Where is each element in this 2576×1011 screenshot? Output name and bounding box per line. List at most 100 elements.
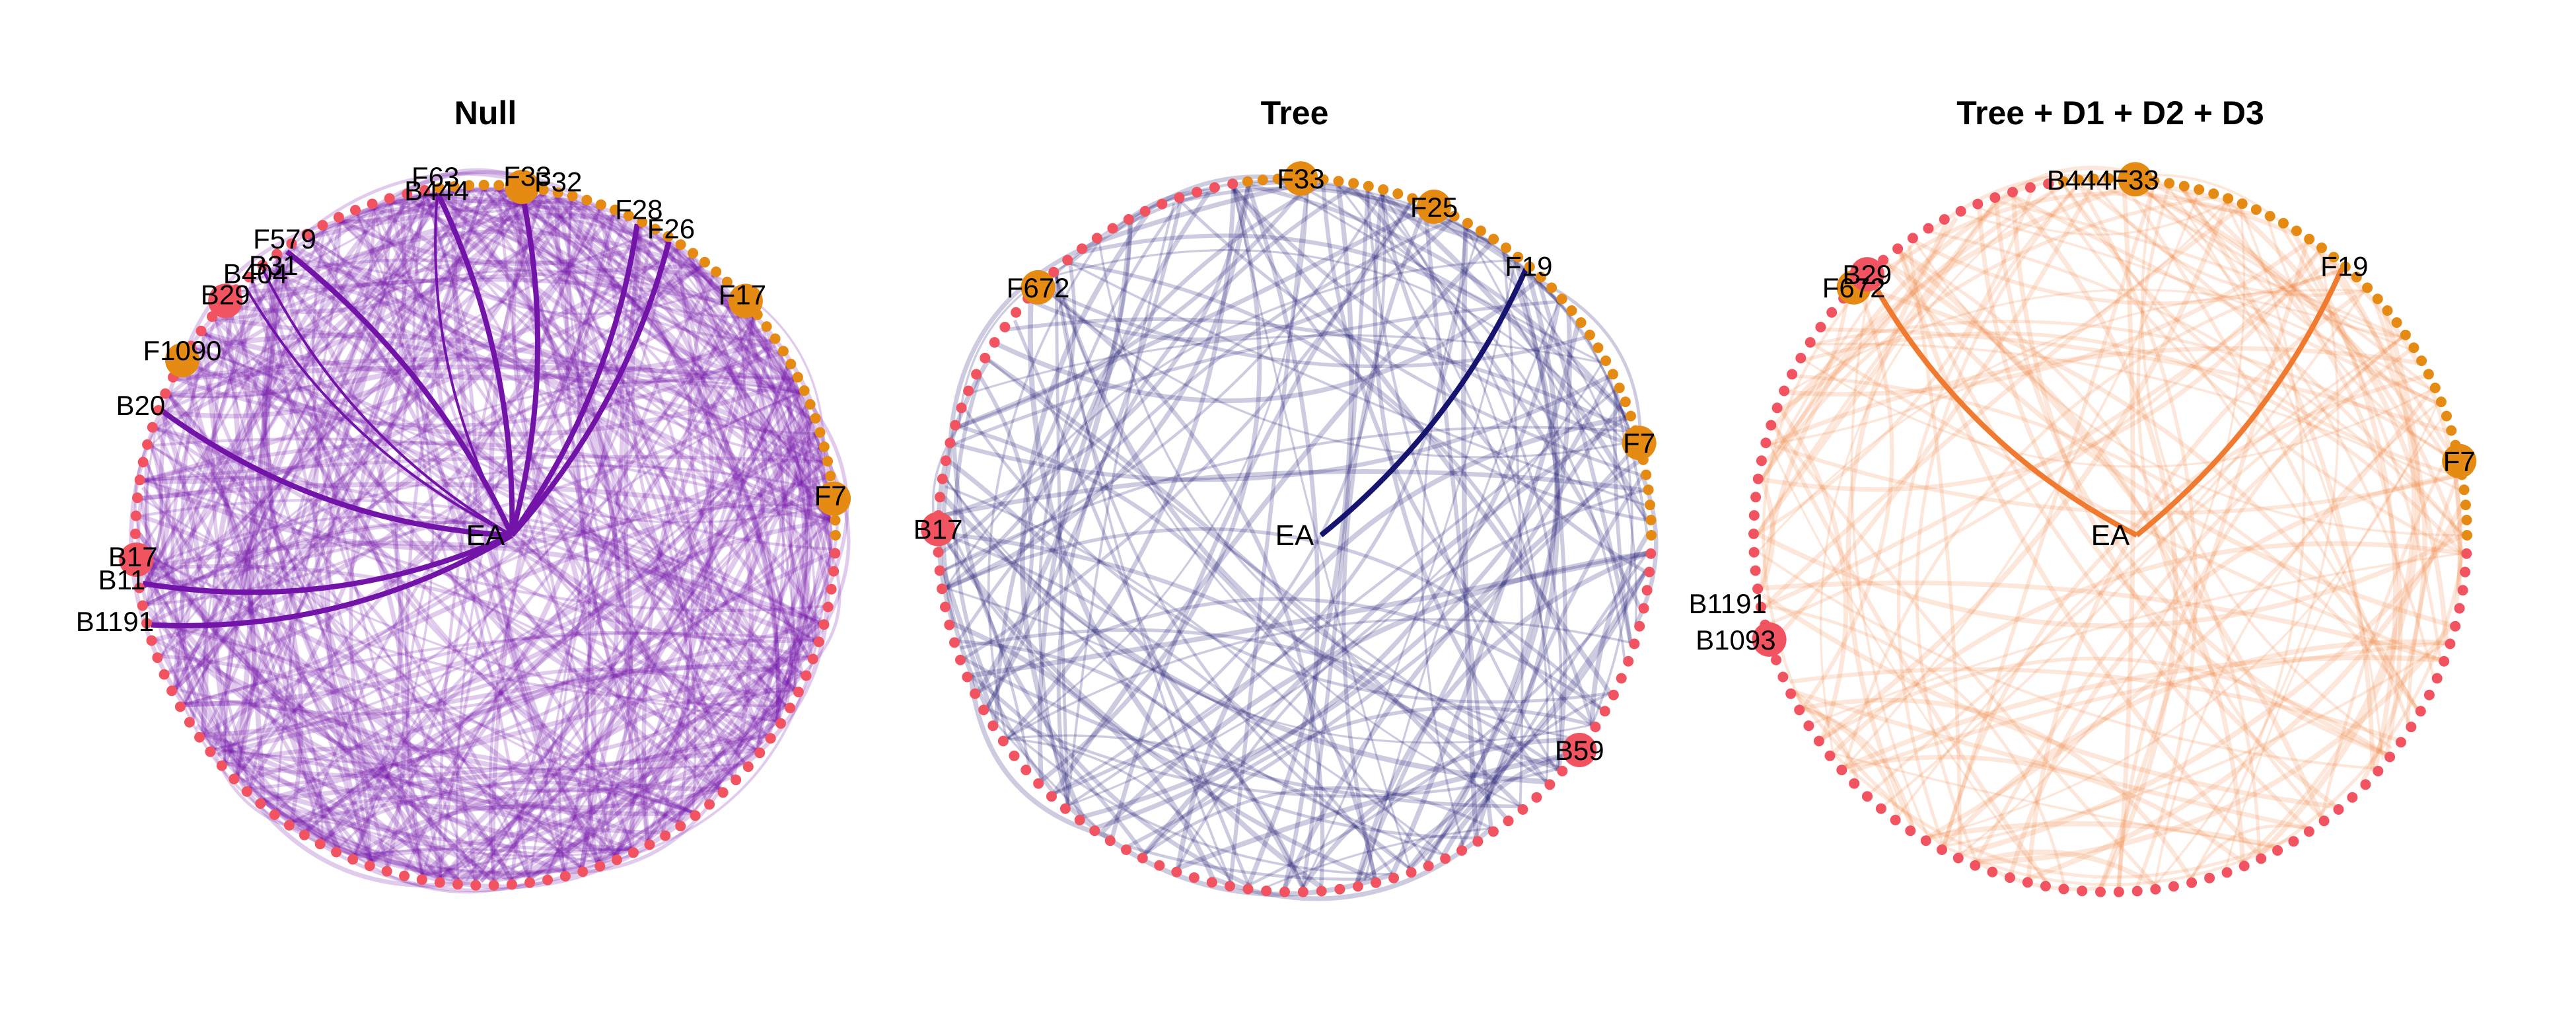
network-edge: [953, 374, 1610, 482]
network-edge: [201, 733, 339, 850]
ring-node: [1257, 174, 1268, 186]
emphasized-edge: [262, 269, 513, 537]
ring-node: [761, 321, 772, 332]
network-edge: [217, 655, 810, 757]
ring-node: [559, 871, 571, 881]
network-edge: [1824, 327, 2449, 434]
network-edge: [154, 428, 495, 883]
network-edge: [2153, 402, 2439, 886]
network-edge: [1943, 641, 2447, 848]
network-edge: [941, 515, 1030, 768]
ring-node: [2113, 886, 2124, 897]
network-edge: [406, 196, 832, 508]
ring-node: [830, 548, 841, 559]
network-edge: [941, 532, 1394, 876]
node-label: B29: [1842, 259, 1892, 290]
network-edge: [149, 189, 472, 624]
network-edge: [1100, 550, 1647, 833]
network-edge: [676, 247, 811, 659]
network-edge: [488, 255, 692, 882]
network-edge: [263, 268, 425, 877]
ring-node: [1348, 178, 1359, 189]
ring-node: [989, 337, 1000, 348]
network-edge: [2093, 182, 2365, 297]
ring-node: [1406, 867, 1417, 878]
network-edge: [226, 278, 746, 309]
network-edge: [139, 550, 324, 841]
network-edge: [213, 747, 633, 851]
network-edge: [1757, 289, 2365, 553]
ring-node: [1590, 722, 1601, 733]
network-edge: [483, 188, 772, 342]
network-edge: [612, 213, 773, 343]
ring-node: [1011, 307, 1022, 318]
network-edge: [141, 486, 616, 858]
network-edge: [945, 185, 1251, 591]
network-edge: [692, 720, 779, 813]
network-edge: [1005, 618, 1631, 740]
network-edge: [1959, 518, 2465, 857]
network-edge: [390, 201, 797, 691]
network-edge: [234, 199, 407, 778]
network-edge: [307, 237, 758, 752]
ring-node: [1644, 566, 1655, 578]
ring-node: [299, 829, 310, 841]
network-edge: [168, 394, 373, 862]
ring-node: [1989, 192, 2001, 203]
ring-node: [493, 180, 505, 191]
network-edge: [1779, 408, 1849, 740]
network-edge: [1536, 279, 1633, 644]
ring-node: [142, 439, 153, 450]
network-edge: [1976, 849, 2157, 888]
network-edge: [167, 394, 373, 863]
panel-tree-d1-d2-d3: F33 F672 F19 F7 B1093 B1191 B29 B444 EA Tree + …: [1689, 94, 2477, 897]
ring-node: [1760, 437, 1771, 449]
network-edge: [2225, 202, 2403, 339]
network-edge: [1898, 251, 2262, 857]
ring-node: [1020, 765, 1032, 776]
network-edge: [1844, 755, 2244, 864]
ring-node: [1074, 815, 1085, 825]
ring-node: [2208, 188, 2219, 200]
ring-node: [137, 457, 149, 468]
ring-node: [2458, 484, 2470, 496]
ring-node: [2382, 305, 2393, 316]
tree-d-node-ring: [1748, 162, 2477, 897]
network-edge: [577, 207, 734, 778]
network-edge: [2189, 824, 2308, 880]
network-edge: [250, 279, 694, 815]
network-edge: [2153, 183, 2255, 215]
ring-node: [2362, 282, 2373, 293]
network-edge: [1069, 261, 1594, 726]
network-edge: [262, 748, 757, 803]
network-edge: [325, 190, 443, 863]
network-edge: [421, 418, 814, 878]
network-edge: [308, 236, 801, 394]
network-edge: [2013, 194, 2439, 405]
network-edge: [457, 673, 805, 883]
network-edge: [1248, 570, 1647, 887]
ring-node: [1955, 206, 1966, 217]
ring-node: [2373, 765, 2384, 776]
ring-node: [194, 731, 205, 743]
network-edge: [1355, 551, 1648, 883]
network-edge: [159, 410, 209, 735]
network-edge: [1820, 185, 2061, 754]
ring-node: [2095, 886, 2106, 897]
network-edge: [182, 362, 443, 881]
ring-node: [1875, 803, 1886, 814]
tree-d-emphasized-edges: [1867, 268, 2344, 538]
ring-node: [830, 515, 841, 526]
network-edge: [1438, 211, 1570, 315]
ring-node: [1939, 214, 1950, 225]
ring-node: [945, 437, 956, 449]
ring-node: [1972, 198, 1984, 209]
ring-node: [1089, 825, 1100, 837]
ring-node: [1488, 233, 1499, 244]
ring-node: [269, 809, 280, 820]
ring-node: [1206, 877, 1217, 888]
network-edge: [1759, 194, 2015, 589]
network-edge: [176, 364, 795, 382]
ring-node: [1188, 872, 1199, 883]
